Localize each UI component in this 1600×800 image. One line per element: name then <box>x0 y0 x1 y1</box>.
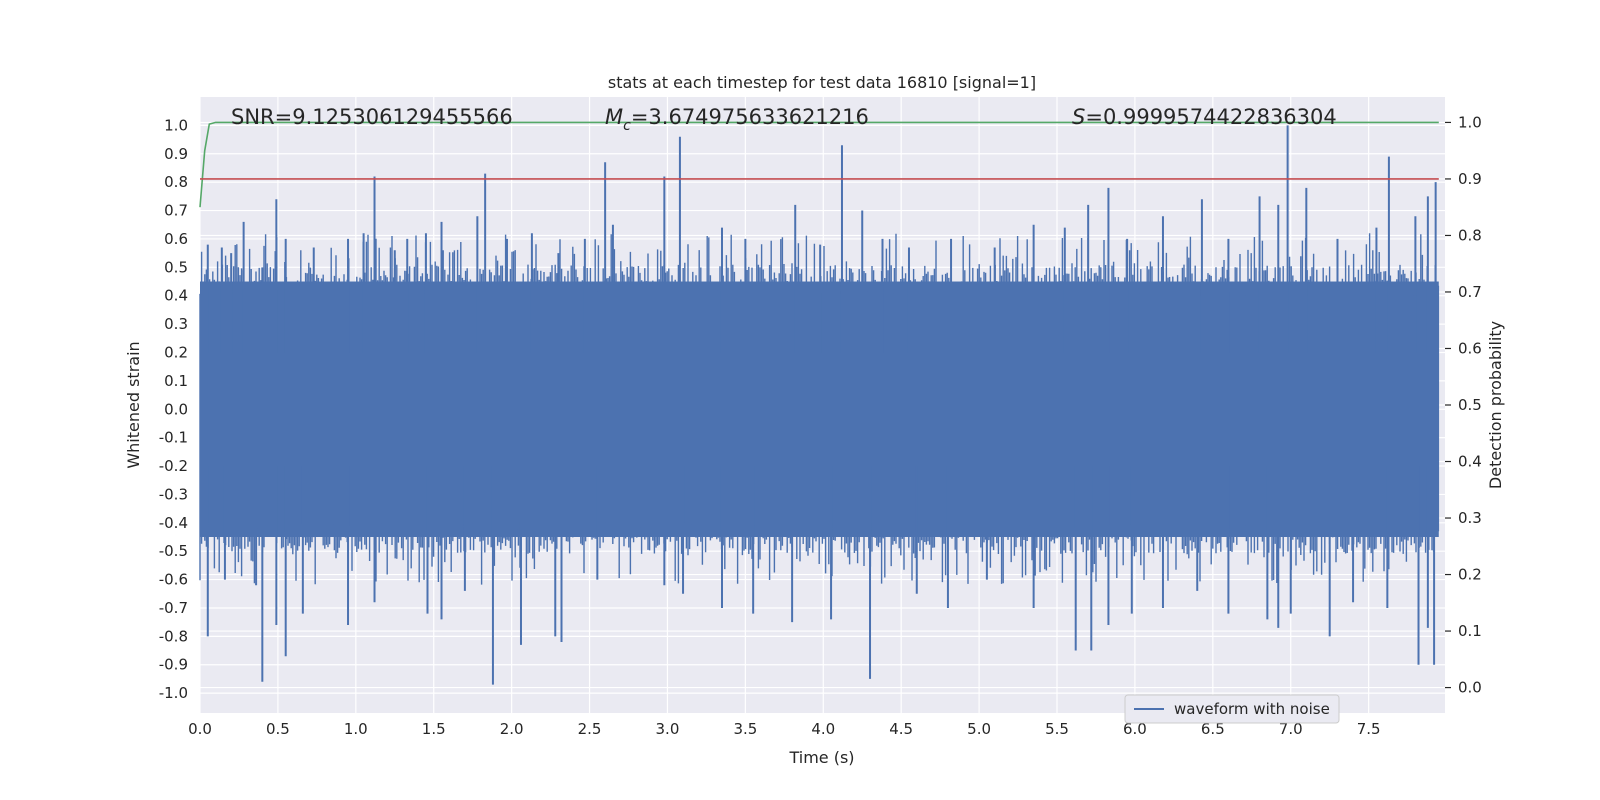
waveform-series <box>199 125 1440 685</box>
waveform-noise <box>199 233 1440 585</box>
snr-annotation: SNR=9.125306129455566 <box>231 105 513 129</box>
detection-probability-line <box>199 121 1439 208</box>
y-tick-label: -0.8 <box>159 627 188 645</box>
y2-tick-label: 0.3 <box>1458 509 1482 527</box>
x-tick-label: 0.5 <box>266 720 290 738</box>
x-tick-label: 4.0 <box>811 720 835 738</box>
y2-tick-label: 1.0 <box>1458 113 1482 131</box>
y-tick-label: -0.2 <box>159 457 188 475</box>
probability-lines <box>199 121 1439 208</box>
legend-entry: waveform with noise <box>1174 700 1330 718</box>
x-axis: 0.0 0.5 1.0 1.5 2.0 2.5 3.0 3.5 4.0 4.5 5.0 5.5 6.0 6… <box>188 720 1381 738</box>
detection-statistic-annotation: S=0.9999574422836304 <box>1072 105 1337 129</box>
y-tick-label: 0.4 <box>164 287 188 305</box>
y2-tick-label: 0.1 <box>1458 622 1482 640</box>
x-tick-label: 1.5 <box>422 720 446 738</box>
y-tick-label: 0.2 <box>164 343 188 361</box>
y-tick-label: -0.6 <box>159 571 188 589</box>
legend-box <box>1124 694 1340 724</box>
x-tick-label: 0.0 <box>188 720 212 738</box>
y2-tick-label: 0.2 <box>1458 566 1482 584</box>
y-tick-label: 0.0 <box>164 400 188 418</box>
y-tick-label: -0.7 <box>159 599 188 617</box>
y-tick-label: -0.4 <box>159 514 188 532</box>
x-tick-label: 2.5 <box>578 720 602 738</box>
y2-tick-label: 0.7 <box>1458 283 1482 301</box>
x-tick-label: 5.0 <box>967 720 991 738</box>
s-symbol: S <box>1072 105 1085 129</box>
x-tick-label: 6.0 <box>1123 720 1147 738</box>
x-axis-label: Time (s) <box>788 748 854 767</box>
x-tick-label: 4.5 <box>889 720 913 738</box>
x-tick-label: 7.0 <box>1279 720 1303 738</box>
mc-symbol: M <box>605 105 623 129</box>
y2-tick-label: 0.0 <box>1458 679 1482 697</box>
x-tick-label: 3.0 <box>656 720 680 738</box>
chirp-mass-annotation: Mc=3.674975633621216 <box>605 105 869 134</box>
x-tick-label: 1.0 <box>344 720 368 738</box>
x-tick-label: 3.5 <box>733 720 757 738</box>
y-tick-label: -1.0 <box>159 684 188 702</box>
y2-tick-label: 0.4 <box>1458 453 1482 471</box>
mc-subscript: c <box>623 118 631 134</box>
y-tick-label: -0.1 <box>159 429 188 447</box>
y2-tick-label: 0.9 <box>1458 170 1482 188</box>
y-axis-label: Whitened strain <box>124 341 143 468</box>
y-tick-label: -0.9 <box>159 656 188 674</box>
chart-title: stats at each timestep for test data 168… <box>608 73 1036 92</box>
y-tick-label: -0.3 <box>159 485 188 503</box>
y-tick-label: -0.5 <box>159 542 188 560</box>
y-tick-label: 0.9 <box>164 145 188 163</box>
y-tick-label: 1.0 <box>164 116 188 134</box>
x-tick-label: 7.5 <box>1357 720 1381 738</box>
x-tick-label: 2.0 <box>500 720 524 738</box>
mc-value: =3.674975633621216 <box>631 105 869 129</box>
legend: waveform with noise <box>1124 694 1340 724</box>
y-tick-label: 0.1 <box>164 372 188 390</box>
y-axis-right: 1.0 0.9 0.8 0.7 0.6 0.5 0.4 0.3 0.2 0.1 0.0 <box>1445 113 1482 697</box>
y2-tick-label: 0.8 <box>1458 226 1482 244</box>
x-tick-label: 6.5 <box>1201 720 1225 738</box>
y-tick-label: 0.6 <box>164 230 188 248</box>
y2-tick-label: 0.5 <box>1458 396 1482 414</box>
y-tick-label: 0.7 <box>164 202 188 220</box>
y-axis-left: 1.0 0.9 0.8 0.7 0.6 0.5 0.4 0.3 0.2 0.1 0.0 -0.1 -0.… <box>159 116 188 702</box>
y2-tick-label: 0.6 <box>1458 339 1482 357</box>
s-value: =0.9999574422836304 <box>1085 105 1336 129</box>
y-tick-label: 0.3 <box>164 315 188 333</box>
y-tick-label: 0.8 <box>164 173 188 191</box>
y2-axis-label: Detection probability <box>1486 321 1505 489</box>
y-tick-label: 0.5 <box>164 258 188 276</box>
x-tick-label: 5.5 <box>1045 720 1069 738</box>
